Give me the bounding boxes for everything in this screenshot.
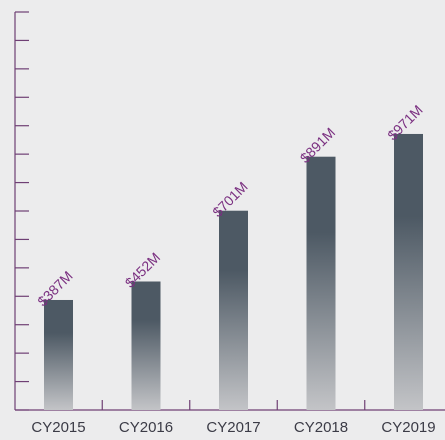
- x-tick-label-cy2017: CY2017: [206, 419, 260, 436]
- x-tick-label-cy2015: CY2015: [31, 419, 85, 436]
- y-axis: [14, 11, 29, 411]
- x-tick-label-cy2019: CY2019: [381, 419, 435, 436]
- bar-cy2017: [219, 210, 248, 410]
- bar-cy2018: [306, 156, 336, 410]
- x-tick-label-cy2018: CY2018: [294, 419, 348, 436]
- bar-cy2016: [131, 281, 161, 410]
- x-tick-labels: CY2015 CY2016 CY2017 CY2018 CY2019: [31, 419, 435, 436]
- bar-cy2019: [394, 133, 423, 411]
- x-tick-label-cy2016: CY2016: [119, 419, 173, 436]
- bar-cy2015: [44, 299, 73, 410]
- bars: [44, 133, 423, 411]
